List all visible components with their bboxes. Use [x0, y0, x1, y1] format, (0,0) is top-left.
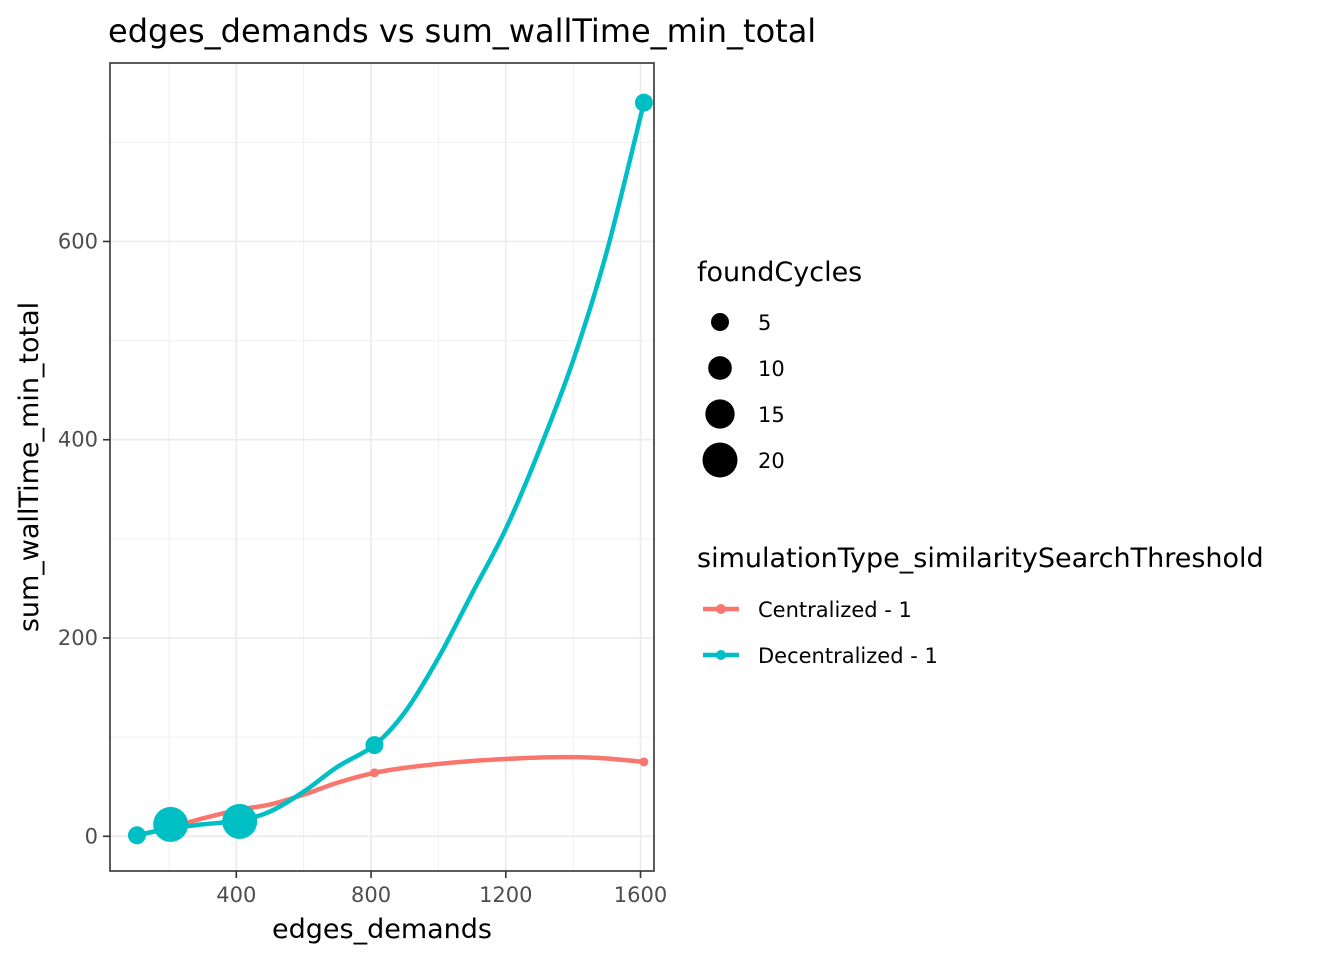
size-legend-title: foundCycles [697, 257, 862, 288]
series-points [127, 93, 653, 845]
color-legend-title: simulationType_similaritySearchThreshold [697, 543, 1264, 574]
y-tick-label: 600 [58, 229, 98, 253]
minor-grid [110, 63, 654, 871]
major-grid [110, 63, 654, 871]
y-axis-ticks: 0 200 400 600 [58, 229, 110, 848]
color-legend-key-point [716, 604, 726, 614]
color-legend: simulationType_similaritySearchThreshold… [697, 543, 1264, 668]
size-legend-key [708, 356, 732, 380]
y-tick-label: 200 [58, 626, 98, 650]
size-legend-label: 5 [758, 311, 771, 335]
x-tick-label: 400 [216, 883, 256, 907]
series-line-centralized-1 [134, 754, 647, 838]
data-point-decentralized-1 [153, 806, 189, 842]
data-point-decentralized-1 [365, 736, 384, 755]
size-legend: foundCycles 5 10 15 20 [697, 257, 862, 478]
size-legend-key [711, 313, 729, 331]
size-legend-key [702, 442, 738, 478]
x-axis-title: edges_demands [272, 914, 492, 945]
x-tick-label: 800 [351, 883, 391, 907]
plot-panel [109, 62, 655, 872]
color-legend-label: Decentralized - 1 [758, 644, 938, 668]
data-point-decentralized-1 [222, 803, 258, 839]
x-tick-label: 1600 [614, 883, 667, 907]
data-point-decentralized-1 [127, 826, 146, 845]
size-legend-label: 15 [758, 403, 785, 427]
plot-border [109, 62, 655, 872]
y-tick-label: 400 [58, 428, 98, 452]
data-point-decentralized-1 [634, 93, 653, 112]
color-legend-label: Centralized - 1 [758, 598, 912, 622]
data-point-centralized-1 [639, 757, 649, 767]
data-point-centralized-1 [369, 768, 379, 778]
y-axis-title: sum_wallTime_min_total [14, 302, 45, 632]
size-legend-label: 20 [758, 449, 785, 473]
color-legend-key-point [716, 650, 726, 660]
chart-title: edges_demands vs sum_wallTime_min_total [108, 12, 816, 50]
size-legend-key [705, 399, 735, 429]
size-legend-label: 10 [758, 357, 785, 381]
x-axis-ticks: 400 800 1200 1600 [216, 871, 667, 907]
y-tick-label: 0 [85, 824, 98, 848]
x-tick-label: 1200 [479, 883, 532, 907]
